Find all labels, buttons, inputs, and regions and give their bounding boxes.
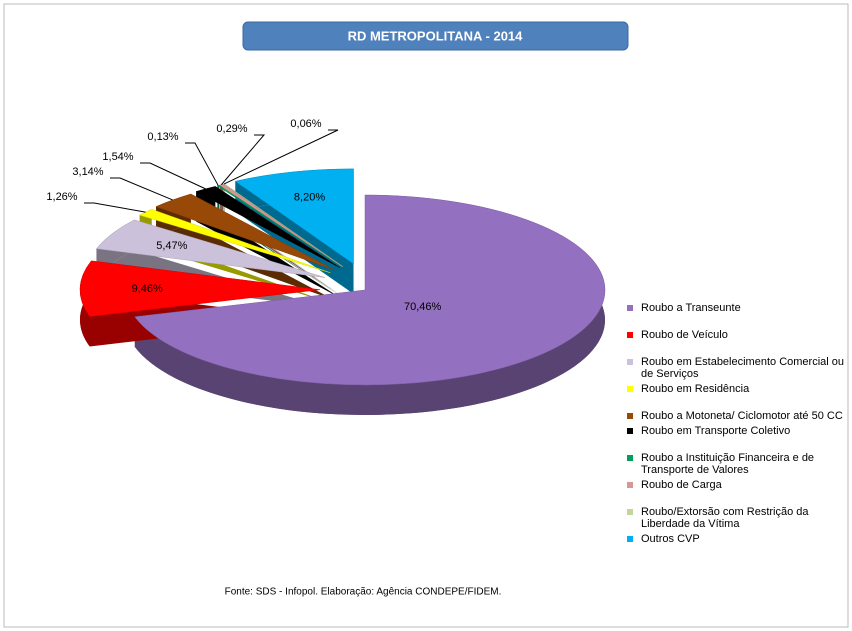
labels: 70,46% 9,46% 5,47% 1,26% 3,14% 1,54% 0,13% 0,29… xyxy=(46,118,441,313)
legend-item: Outros CVP xyxy=(627,533,847,545)
legend-item: Roubo a Instituição Financeira e de Tran… xyxy=(627,452,847,476)
legend-label: Roubo em Residência xyxy=(641,383,750,395)
legend-swatch xyxy=(627,455,633,461)
data-label: 9,46% xyxy=(132,283,163,295)
data-label: 70,46% xyxy=(404,301,442,313)
legend: Roubo a Transeunte Roubo de Veículo Roubo … xyxy=(627,302,847,545)
legend-label: Roubo de Veículo xyxy=(641,329,728,341)
legend-swatch xyxy=(627,509,633,515)
data-label: 1,26% xyxy=(46,191,77,203)
legend-item: Roubo em Transporte Coletivo xyxy=(627,425,847,437)
legend-swatch xyxy=(627,413,633,419)
data-label: 3,14% xyxy=(72,166,103,178)
legend-label: Roubo/Extorsão com Restrição da Liberdad… xyxy=(641,506,809,530)
leader-line xyxy=(223,129,339,185)
data-label: 0,06% xyxy=(290,118,321,130)
legend-label: Roubo a Instituição Financeira e de Tran… xyxy=(641,452,815,476)
data-label: 8,20% xyxy=(294,192,325,204)
legend-swatch xyxy=(627,332,633,338)
legend-swatch xyxy=(627,386,633,392)
legend-item: Roubo de Carga xyxy=(627,479,847,491)
legend-label: Roubo a Transeunte xyxy=(641,302,741,314)
legend-label: Roubo a Motoneta/ Ciclomotor até 50 CC xyxy=(641,410,843,422)
leader-line xyxy=(110,177,173,201)
legend-item: Roubo de Veículo xyxy=(627,329,847,341)
leader-line xyxy=(185,142,219,186)
data-label: 0,13% xyxy=(147,131,178,143)
slice xyxy=(234,168,354,265)
data-label: 0,29% xyxy=(216,123,247,135)
legend-item: Roubo/Extorsão com Restrição da Liberdad… xyxy=(627,506,847,530)
frame xyxy=(3,3,849,628)
legend-label: Roubo de Carga xyxy=(641,479,722,491)
legend-swatch xyxy=(627,428,633,434)
legend-swatch xyxy=(627,359,633,365)
legend-item: Roubo a Motoneta/ Ciclomotor até 50 CC xyxy=(627,410,847,422)
legend-swatch xyxy=(627,305,633,311)
leader-line xyxy=(84,202,146,213)
chart-title: RD METROPOLITANA - 2014 xyxy=(348,28,524,43)
title-box xyxy=(242,21,629,51)
legend-item: Roubo a Transeunte xyxy=(627,302,847,314)
legend-label: Outros CVP xyxy=(641,533,700,545)
legend-label: Roubo em Transporte Coletivo xyxy=(641,425,791,437)
slice xyxy=(134,194,606,386)
slice-side xyxy=(196,216,340,298)
slice xyxy=(79,260,321,317)
leader-line xyxy=(140,162,206,190)
tops xyxy=(79,168,606,386)
legend-swatch xyxy=(627,482,633,488)
data-label: 1,54% xyxy=(102,151,133,163)
legend-swatch xyxy=(627,536,633,542)
legend-item: Roubo em Residência xyxy=(627,383,847,395)
data-label: 5,47% xyxy=(156,240,187,252)
legend-label: Roubo em Estabelecimento Comercial ou de… xyxy=(641,356,844,380)
leader-line xyxy=(221,134,266,185)
source: Fonte: SDS - Infopol. Elaboração: Agênci… xyxy=(225,587,502,598)
legend-item: Roubo em Estabelecimento Comercial ou de… xyxy=(627,356,847,380)
slice xyxy=(95,219,326,278)
